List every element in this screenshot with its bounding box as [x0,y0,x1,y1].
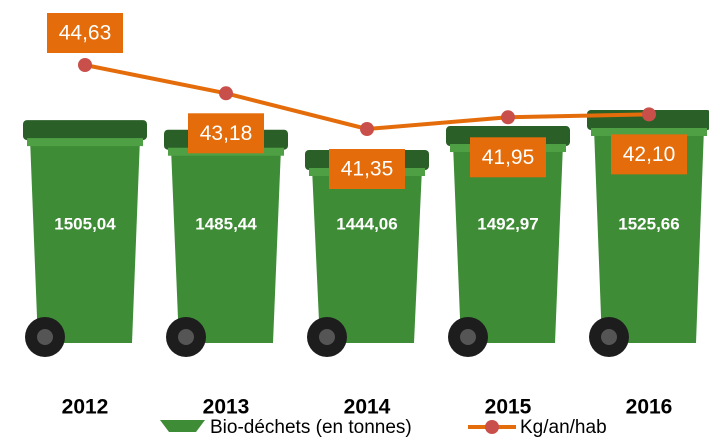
bin-value-label: 1444,06 [336,214,397,233]
bin-body [171,147,281,343]
bin-body [312,168,422,343]
line-value-label: 41,95 [482,146,535,169]
line-value-label: 43,18 [200,122,253,145]
value-box [47,13,123,53]
legend-bin-icon [160,420,205,432]
legend-line-marker [485,420,499,434]
bin-body [30,138,140,343]
line-value-label: 42,10 [623,143,676,166]
x-tick-label: 2012 [62,396,109,419]
bin-rim [591,128,707,136]
line-value-label: 41,35 [341,158,394,181]
line-marker [360,122,374,136]
bin-rim [27,138,143,147]
bin-hub [178,329,194,345]
x-tick-label: 2013 [203,396,250,419]
line-marker [78,58,92,72]
line-marker [501,110,515,125]
value-box [611,134,687,175]
bin-body [453,144,563,343]
bin-hub [37,329,53,345]
x-tick-label: 2015 [485,396,532,419]
bin-value-label: 1505,04 [54,214,116,233]
bin-hub [319,329,335,345]
value-box [188,113,264,154]
value-box [329,149,405,189]
bin-value-label: 1492,97 [477,214,538,233]
line-value-label: 44,63 [59,22,112,45]
bin-value-label: 1485,44 [195,214,257,233]
line-marker [219,86,233,101]
legend-label: Kg/an/hab [520,417,607,438]
legend-label: Bio-déchets (en tonnes) [210,417,412,438]
bin-hub [460,329,476,345]
bin-hub [601,329,617,345]
x-tick-label: 2014 [344,396,391,419]
line [84,63,650,132]
value-box [470,137,546,178]
x-tick-label: 2016 [626,396,673,419]
bin-body [594,128,704,343]
line-marker [642,107,656,122]
bin-value-label: 1525,66 [618,214,679,233]
bin-lid [23,120,147,141]
